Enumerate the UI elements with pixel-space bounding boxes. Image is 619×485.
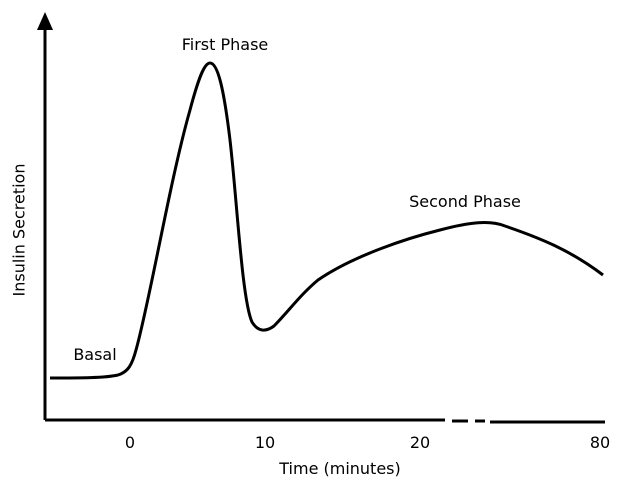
y-axis-arrow: [37, 12, 53, 30]
x-axis-label: Time (minutes): [278, 459, 401, 478]
second-phase-label: Second Phase: [409, 192, 521, 211]
x-axis: [45, 418, 605, 424]
x-tick-label: 0: [125, 433, 135, 452]
x-tick-label: 10: [255, 433, 275, 452]
x-tick-label: 20: [410, 433, 430, 452]
secretion-curve: [49, 61, 604, 380]
first-phase-label: First Phase: [182, 35, 269, 54]
basal-label: Basal: [73, 345, 116, 364]
y-axis-label: Insulin Secretion: [10, 164, 29, 297]
x-tick-label: 80: [590, 433, 610, 452]
